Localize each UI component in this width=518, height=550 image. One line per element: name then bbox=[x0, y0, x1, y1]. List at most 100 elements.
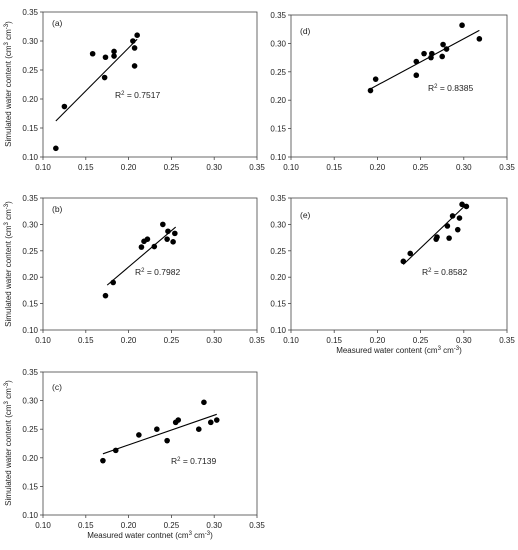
x-tick-label: 0.10 bbox=[35, 336, 51, 345]
y-tick-label: 0.10 bbox=[22, 153, 38, 162]
data-point bbox=[213, 417, 220, 423]
data-point bbox=[154, 426, 160, 433]
panel-label: (b) bbox=[52, 204, 63, 214]
r-squared-label: R2 = 0.7139 bbox=[171, 456, 216, 466]
y-tick-label: 0.25 bbox=[22, 247, 38, 256]
data-point bbox=[413, 72, 420, 79]
data-point bbox=[175, 417, 182, 423]
data-point bbox=[89, 50, 96, 57]
x-tick-label: 0.30 bbox=[456, 163, 472, 172]
x-tick-label: 0.25 bbox=[164, 521, 180, 530]
x-tick-label: 0.35 bbox=[499, 336, 515, 345]
panel-label: (d) bbox=[300, 26, 311, 36]
data-point bbox=[130, 38, 136, 44]
x-tick-label: 0.15 bbox=[78, 521, 94, 530]
y-tick-label: 0.30 bbox=[22, 220, 38, 229]
y-tick-label: 0.15 bbox=[22, 300, 38, 309]
y-tick-label: 0.35 bbox=[22, 368, 38, 377]
x-tick-label: 0.10 bbox=[283, 163, 299, 172]
y-tick-label: 0.20 bbox=[270, 273, 286, 282]
data-point bbox=[131, 45, 138, 51]
data-point bbox=[138, 244, 145, 250]
y-tick-label: 0.35 bbox=[22, 8, 38, 17]
y-tick-label: 0.20 bbox=[270, 96, 286, 105]
data-point bbox=[172, 230, 178, 237]
x-tick-label: 0.25 bbox=[164, 163, 180, 172]
x-tick-label: 0.10 bbox=[35, 521, 51, 530]
r-squared-label: R2 = 0.7982 bbox=[135, 267, 180, 277]
data-point bbox=[201, 399, 207, 406]
x-tick-label: 0.25 bbox=[413, 163, 429, 172]
y-axis-label: Simulated water content (cm3 cm-3) bbox=[4, 21, 13, 147]
y-tick-label: 0.20 bbox=[22, 273, 38, 282]
x-axis-label: Measured water content (cm3 cm-3) bbox=[336, 346, 462, 355]
data-point bbox=[446, 235, 452, 241]
x-tick-label: 0.35 bbox=[499, 163, 515, 172]
data-point bbox=[449, 213, 456, 219]
data-point bbox=[372, 76, 379, 82]
data-point bbox=[459, 22, 465, 29]
data-point bbox=[407, 250, 414, 257]
data-point bbox=[111, 48, 117, 55]
data-point bbox=[454, 226, 461, 233]
y-tick-label: 0.35 bbox=[22, 194, 38, 203]
x-tick-label: 0.15 bbox=[326, 336, 342, 345]
panel-label: (a) bbox=[52, 18, 63, 28]
x-tick-label: 0.20 bbox=[121, 163, 137, 172]
plot-frame bbox=[42, 11, 258, 158]
x-tick-label: 0.30 bbox=[206, 521, 222, 530]
data-point bbox=[164, 437, 170, 444]
panel-label: (e) bbox=[300, 210, 311, 220]
y-tick-label: 0.30 bbox=[22, 397, 38, 406]
x-tick-label: 0.10 bbox=[283, 336, 299, 345]
regression-line bbox=[370, 29, 480, 90]
data-point bbox=[111, 53, 117, 59]
plot-frame bbox=[290, 14, 508, 158]
data-point bbox=[112, 447, 119, 454]
chart-panel: 0.10 0.15 0.20 0.25 0.30 0.35 0.10 0.15 0.20 0.25… bbox=[4, 194, 265, 345]
data-point bbox=[160, 221, 166, 228]
data-point bbox=[439, 53, 446, 60]
r-squared-label: R2 = 0.8582 bbox=[422, 267, 467, 277]
x-tick-label: 0.35 bbox=[249, 521, 265, 530]
plot-frame bbox=[42, 197, 258, 331]
x-tick-label: 0.10 bbox=[35, 163, 51, 172]
data-point bbox=[434, 234, 440, 240]
y-tick-label: 0.25 bbox=[22, 425, 38, 434]
x-tick-label: 0.20 bbox=[370, 336, 386, 345]
regression-line bbox=[402, 203, 467, 265]
x-tick-label: 0.15 bbox=[78, 163, 94, 172]
x-tick-label: 0.35 bbox=[249, 163, 265, 172]
y-tick-label: 0.25 bbox=[22, 66, 38, 75]
y-tick-label: 0.15 bbox=[22, 482, 38, 491]
data-point bbox=[100, 457, 106, 464]
x-axis-label: Measured water contnet (cm3 cm-3) bbox=[87, 531, 213, 540]
data-point bbox=[110, 279, 116, 286]
y-tick-label: 0.25 bbox=[270, 68, 286, 77]
y-tick-label: 0.15 bbox=[22, 124, 38, 133]
data-point bbox=[170, 239, 176, 245]
data-point bbox=[413, 58, 420, 65]
data-point bbox=[421, 50, 427, 57]
y-tick-label: 0.15 bbox=[270, 300, 286, 309]
y-tick-label: 0.10 bbox=[270, 153, 286, 162]
data-point bbox=[476, 36, 483, 42]
data-point bbox=[444, 223, 451, 229]
y-tick-label: 0.20 bbox=[22, 454, 38, 463]
chart-panel: 0.10 0.15 0.20 0.25 0.30 0.35 0.10 0.15 0.20 0.25… bbox=[270, 11, 515, 172]
chart-panel: 0.10 0.15 0.20 0.25 0.30 0.35 0.10 0.15 0.20 0.25… bbox=[4, 368, 265, 540]
x-tick-label: 0.30 bbox=[206, 163, 222, 172]
r-squared-label: R2 = 0.7517 bbox=[115, 90, 160, 100]
data-point bbox=[131, 63, 138, 69]
x-tick-label: 0.15 bbox=[326, 163, 342, 172]
x-tick-label: 0.30 bbox=[206, 336, 222, 345]
data-point bbox=[136, 432, 142, 438]
y-axis-label: Simulated water content (cm3 cm-3) bbox=[4, 201, 13, 327]
y-tick-label: 0.35 bbox=[270, 11, 286, 20]
data-point bbox=[53, 145, 59, 152]
data-point bbox=[463, 203, 470, 210]
data-point bbox=[61, 103, 68, 110]
x-tick-label: 0.20 bbox=[121, 521, 137, 530]
x-tick-label: 0.20 bbox=[370, 163, 386, 172]
y-tick-label: 0.30 bbox=[270, 220, 286, 229]
